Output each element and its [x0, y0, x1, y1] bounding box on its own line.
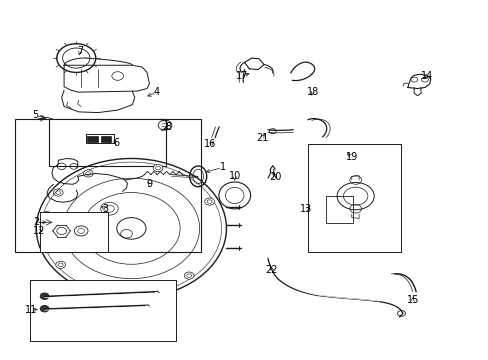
Text: 6: 6: [113, 138, 120, 148]
Circle shape: [83, 170, 93, 177]
Text: 7: 7: [78, 46, 83, 56]
Text: 1: 1: [219, 162, 225, 172]
Circle shape: [207, 200, 212, 203]
Circle shape: [119, 288, 128, 295]
Bar: [30, 280, 176, 341]
Text: 2: 2: [33, 217, 40, 227]
Text: 5: 5: [33, 111, 39, 121]
Bar: [86, 134, 114, 143]
Text: 11: 11: [25, 305, 38, 315]
Circle shape: [56, 261, 65, 269]
Circle shape: [184, 272, 194, 279]
Text: 19: 19: [345, 152, 357, 162]
Text: 20: 20: [269, 172, 281, 182]
Bar: [40, 212, 108, 252]
Bar: [15, 119, 200, 252]
Text: 3: 3: [102, 204, 108, 214]
Bar: [87, 136, 98, 142]
Text: 17: 17: [236, 71, 248, 81]
Circle shape: [153, 165, 163, 172]
Circle shape: [58, 263, 63, 267]
Bar: [101, 136, 111, 142]
Bar: [307, 144, 400, 252]
Text: 16: 16: [204, 139, 216, 149]
Text: 8: 8: [165, 122, 172, 132]
Text: 10: 10: [228, 171, 241, 181]
Circle shape: [40, 306, 49, 312]
Circle shape: [186, 274, 191, 277]
Circle shape: [42, 212, 52, 219]
Circle shape: [40, 293, 49, 300]
Text: 14: 14: [420, 71, 432, 81]
Text: 18: 18: [306, 87, 318, 97]
Text: 9: 9: [146, 179, 152, 189]
Text: 15: 15: [406, 295, 418, 305]
Circle shape: [85, 172, 90, 175]
Text: 4: 4: [153, 87, 160, 97]
Text: 12: 12: [33, 226, 45, 236]
Circle shape: [121, 290, 126, 293]
Circle shape: [55, 220, 61, 225]
Bar: [326, 196, 352, 223]
Text: 21: 21: [255, 133, 268, 143]
Bar: [49, 119, 166, 166]
Circle shape: [204, 198, 214, 205]
Circle shape: [44, 213, 49, 217]
Text: 13: 13: [299, 204, 311, 215]
Text: 22: 22: [265, 265, 278, 275]
Circle shape: [155, 166, 160, 170]
